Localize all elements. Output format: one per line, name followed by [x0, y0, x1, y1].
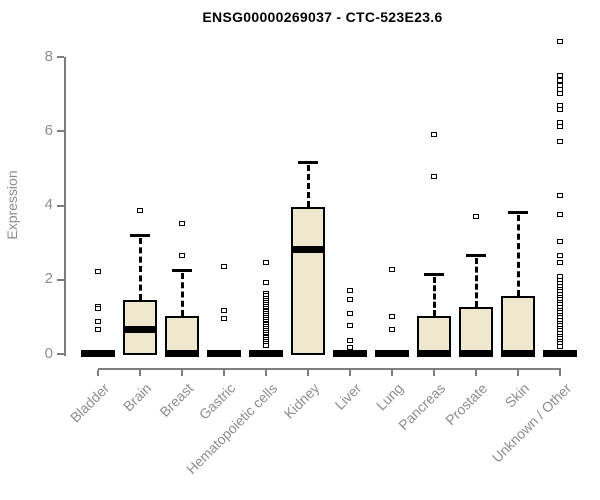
outlier-point	[557, 193, 563, 199]
whisker-cap-prostate	[466, 254, 486, 258]
x-axis-tick	[559, 370, 561, 376]
median-skin	[501, 350, 535, 357]
whisker-cap-skin	[508, 211, 528, 215]
y-axis-line	[64, 56, 66, 356]
outlier-point	[263, 280, 269, 286]
y-tick-label: 4	[44, 196, 53, 213]
whisker-line-kidney	[306, 165, 310, 207]
box-kidney	[291, 206, 325, 356]
outlier-point	[557, 238, 563, 244]
y-axis-tick	[57, 56, 64, 58]
outlier-point	[389, 313, 395, 319]
median-pancreas	[417, 350, 451, 357]
outlier-point	[389, 267, 395, 273]
whisker-cap-breast	[172, 268, 192, 272]
outlier-point	[95, 326, 101, 332]
outlier-point	[347, 338, 353, 343]
median-lung	[375, 350, 409, 357]
outlier-point	[473, 213, 479, 219]
outlier-point	[557, 78, 563, 84]
outlier-point	[557, 260, 563, 266]
y-tick-label: 8	[44, 47, 53, 65]
x-axis-tick	[265, 370, 267, 376]
y-axis-tick	[57, 204, 64, 207]
outlier-point	[347, 287, 353, 293]
outlier-point	[431, 173, 437, 179]
outlier-point	[557, 72, 563, 78]
outlier-point	[557, 106, 563, 112]
y-tick-label: 2	[44, 270, 53, 288]
outlier-point	[347, 297, 353, 303]
y-tick-label: 0	[44, 344, 53, 362]
whisker-line-skin	[516, 215, 520, 296]
x-axis-tick	[391, 370, 393, 376]
median-liver	[333, 350, 367, 357]
x-axis-tick	[181, 370, 183, 376]
median-bladder	[81, 350, 115, 357]
outlier-point	[263, 260, 269, 266]
outlier-point	[557, 138, 563, 144]
x-axis-tick	[223, 370, 225, 376]
outlier-point	[347, 323, 353, 329]
whisker-cap-brain	[130, 233, 150, 237]
outlier-point	[221, 315, 227, 321]
y-axis-tick	[57, 130, 64, 133]
outlier-point	[557, 211, 563, 217]
whisker-line-prostate	[474, 258, 478, 308]
x-axis-tick	[433, 370, 435, 376]
x-axis-tick	[517, 370, 519, 376]
x-axis-tick	[307, 370, 309, 376]
outlier-point	[557, 252, 563, 258]
median-breast	[165, 350, 199, 357]
box-skin	[501, 295, 535, 356]
median-prostate	[459, 350, 493, 357]
x-axis-tick	[475, 370, 477, 376]
box-breast	[165, 316, 199, 356]
chart-title: ENSG00000269037 - CTC-523E23.6	[202, 9, 443, 25]
x-axis-line	[98, 368, 561, 370]
whisker-cap-pancreas	[424, 272, 444, 276]
y-axis-tick	[57, 278, 64, 281]
outlier-point	[347, 345, 353, 351]
outlier-point	[347, 310, 353, 316]
whisker-line-pancreas	[432, 276, 436, 317]
outlier-point	[431, 131, 437, 137]
box-prostate	[459, 307, 493, 356]
outlier-point	[557, 91, 563, 97]
outlier-point	[95, 306, 101, 312]
outlier-point	[263, 342, 269, 348]
outlier-point	[557, 123, 563, 129]
x-axis-tick	[349, 370, 351, 376]
outlier-point	[95, 269, 101, 275]
whisker-cap-kidney	[298, 161, 318, 165]
outlier-point	[137, 208, 143, 214]
whisker-line-brain	[138, 237, 142, 300]
x-axis-tick	[97, 370, 99, 376]
median-kidney	[291, 246, 325, 254]
median-brain	[123, 325, 157, 333]
whisker-line-breast	[180, 272, 184, 317]
outlier-point	[95, 318, 101, 324]
y-tick-label: 6	[44, 121, 53, 139]
median-unknown-other	[543, 350, 577, 357]
x-tick-label-unknown-other: Unknown / Other	[488, 380, 575, 466]
x-axis-tick	[139, 370, 141, 376]
outlier-point	[179, 221, 185, 227]
outlier-point	[389, 326, 395, 332]
outlier-point	[557, 39, 563, 45]
median-hematopoietic-cells	[249, 350, 283, 357]
outlier-point	[221, 308, 227, 314]
outlier-point	[179, 252, 185, 258]
median-gastric	[207, 350, 241, 357]
y-axis-tick	[57, 353, 64, 355]
outlier-point	[221, 263, 227, 269]
outlier-point	[557, 343, 563, 349]
